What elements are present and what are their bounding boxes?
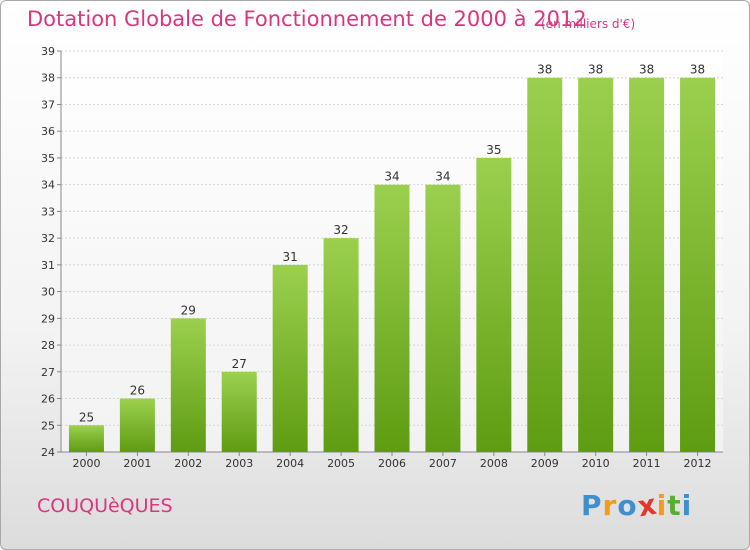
- bar-value-label: 27: [232, 357, 247, 371]
- y-tick-label: 39: [41, 45, 55, 58]
- bar-value-label: 25: [79, 410, 94, 424]
- logo-letter: P: [581, 489, 603, 522]
- logo-letter: r: [602, 489, 618, 522]
- bar-2012: [680, 77, 716, 452]
- y-tick-label: 37: [41, 98, 55, 111]
- y-tick-label: 27: [41, 366, 55, 379]
- bar-2001: [119, 398, 155, 452]
- bar-value-label: 38: [537, 63, 552, 77]
- proxiti-logo: Proxiti: [581, 488, 693, 524]
- bar-2008: [476, 157, 512, 452]
- y-tick-label: 24: [41, 446, 55, 459]
- bar-2010: [578, 77, 614, 452]
- bar-2000: [68, 425, 104, 452]
- bar-value-label: 32: [333, 223, 348, 237]
- bar-2004: [272, 264, 308, 452]
- y-tick-label: 28: [41, 339, 55, 352]
- logo-letter: t: [667, 489, 682, 522]
- x-tick-label: 2000: [72, 457, 100, 470]
- y-tick-label: 38: [41, 72, 55, 85]
- x-tick-label: 2012: [684, 457, 712, 470]
- x-tick-label: 2005: [327, 457, 355, 470]
- x-tick-label: 2010: [582, 457, 610, 470]
- x-tick-label: 2004: [276, 457, 304, 470]
- bar-2005: [323, 238, 359, 452]
- y-tick-label: 32: [41, 232, 55, 245]
- bar-value-label: 38: [588, 63, 603, 77]
- bar-value-label: 35: [486, 143, 501, 157]
- y-tick-label: 30: [41, 286, 55, 299]
- bar-value-label: 26: [130, 384, 145, 398]
- x-tick-label: 2006: [378, 457, 406, 470]
- y-tick-label: 36: [41, 125, 55, 138]
- bar-2009: [527, 77, 563, 452]
- bar-2003: [221, 371, 257, 452]
- bar-2006: [374, 184, 410, 452]
- x-tick-label: 2001: [123, 457, 151, 470]
- bar-value-label: 38: [639, 63, 654, 77]
- y-tick-label: 31: [41, 259, 55, 272]
- x-tick-label: 2008: [480, 457, 508, 470]
- bar-value-label: 38: [690, 63, 705, 77]
- logo-letter: i: [681, 489, 693, 522]
- bar-value-label: 31: [283, 250, 298, 264]
- bar-value-label: 34: [435, 170, 450, 184]
- x-tick-label: 2002: [174, 457, 202, 470]
- logo-letter: o: [617, 489, 638, 522]
- chart-title: Dotation Globale de Fonctionnement de 20…: [27, 7, 587, 31]
- x-tick-label: 2009: [531, 457, 559, 470]
- x-tick-label: 2003: [225, 457, 253, 470]
- y-tick-label: 33: [41, 205, 55, 218]
- y-tick-label: 29: [41, 312, 55, 325]
- bar-2002: [170, 318, 206, 452]
- bar-value-label: 29: [181, 303, 196, 317]
- chart-subtitle: (en milliers d'€): [541, 17, 636, 31]
- bar-value-label: 34: [384, 170, 399, 184]
- y-tick-label: 34: [41, 179, 55, 192]
- logo-letter: i: [656, 489, 668, 522]
- commune-name: COUQUèQUES: [37, 495, 173, 517]
- y-tick-label: 26: [41, 393, 55, 406]
- y-tick-label: 35: [41, 152, 55, 165]
- x-tick-label: 2007: [429, 457, 457, 470]
- x-tick-label: 2011: [633, 457, 661, 470]
- bar-2007: [425, 184, 461, 452]
- bar-2011: [629, 77, 665, 452]
- y-tick-label: 25: [41, 419, 55, 432]
